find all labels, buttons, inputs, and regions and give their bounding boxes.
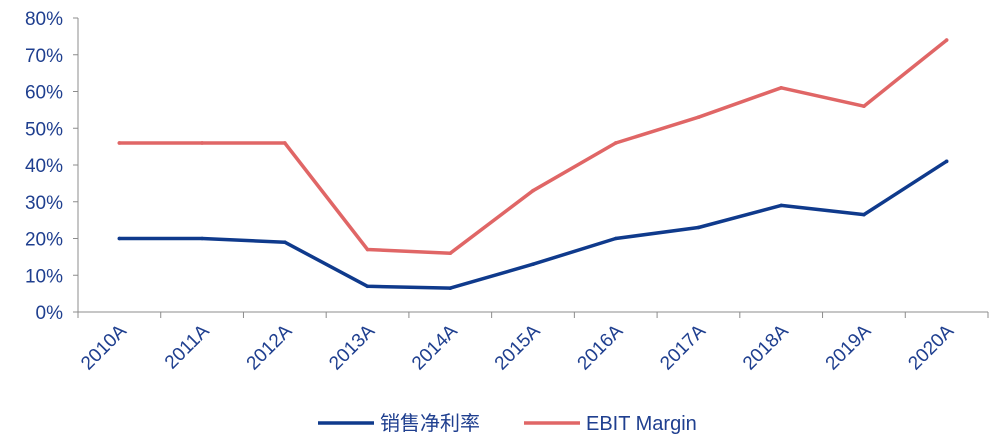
- series-2-point: [531, 188, 535, 193]
- x-tick-label: 2018A: [739, 320, 793, 374]
- x-tick-label: 2012A: [243, 320, 297, 374]
- axes: [77, 18, 988, 313]
- y-tick-label: 0%: [36, 303, 64, 324]
- y-tick-label: 50%: [25, 119, 63, 140]
- series-2-point: [613, 141, 618, 145]
- y-axis-ticks: 0% 10% 20% 30% 40% 50% 60% 70% 80%: [25, 9, 78, 324]
- x-tick-label: 2016A: [574, 320, 628, 374]
- series-1-point: [779, 203, 783, 208]
- series-1-point: [117, 236, 122, 241]
- series-2-point: [944, 38, 949, 42]
- y-tick-label: 30%: [25, 193, 63, 214]
- series-1-point: [862, 212, 866, 217]
- legend: 销售净利率 EBIT Margin: [318, 412, 697, 435]
- series-2-point: [862, 104, 866, 108]
- x-tick-label: 2017A: [656, 320, 710, 374]
- y-tick-label: 70%: [25, 46, 63, 67]
- series-2-point: [779, 86, 783, 90]
- x-axis-ticks: 2010A 2011A 2012A 2013A 2014A 2015A 2016A 2017A…: [77, 312, 989, 374]
- series-lines: [117, 38, 949, 290]
- series-1-point: [365, 284, 370, 289]
- x-tick-label: 2010A: [77, 320, 131, 374]
- series-2-point: [117, 141, 122, 145]
- series-1-point: [448, 286, 453, 290]
- x-tick-label: 2014A: [408, 320, 462, 374]
- series-2-point: [365, 247, 370, 252]
- legend-label-2: EBIT Margin: [586, 413, 697, 435]
- series-line-1: [117, 159, 949, 290]
- x-tick-label: 2019A: [822, 320, 876, 374]
- series-1-point: [531, 262, 535, 267]
- legend-label-1: 销售净利率: [380, 412, 480, 435]
- series-1-point: [696, 225, 701, 230]
- series-1-point: [944, 159, 949, 164]
- series-1-point: [283, 240, 287, 244]
- y-tick-label: 40%: [25, 156, 63, 177]
- series-2-point: [200, 141, 204, 145]
- y-tick-label: 60%: [25, 83, 63, 104]
- x-tick-label: 2013A: [325, 320, 379, 374]
- series-2-point: [283, 141, 287, 145]
- series-2-point: [696, 115, 701, 120]
- x-tick-label: 2011A: [161, 320, 214, 373]
- x-tick-label: 2015A: [491, 320, 545, 374]
- series-line-2: [117, 38, 949, 255]
- series-1-point: [200, 236, 204, 241]
- series-1-point: [613, 236, 618, 241]
- y-tick-label: 20%: [25, 230, 63, 251]
- y-tick-label: 10%: [25, 266, 63, 287]
- series-2-point: [448, 251, 453, 255]
- x-tick-label: 2020A: [904, 320, 958, 374]
- y-tick-label: 80%: [25, 9, 63, 30]
